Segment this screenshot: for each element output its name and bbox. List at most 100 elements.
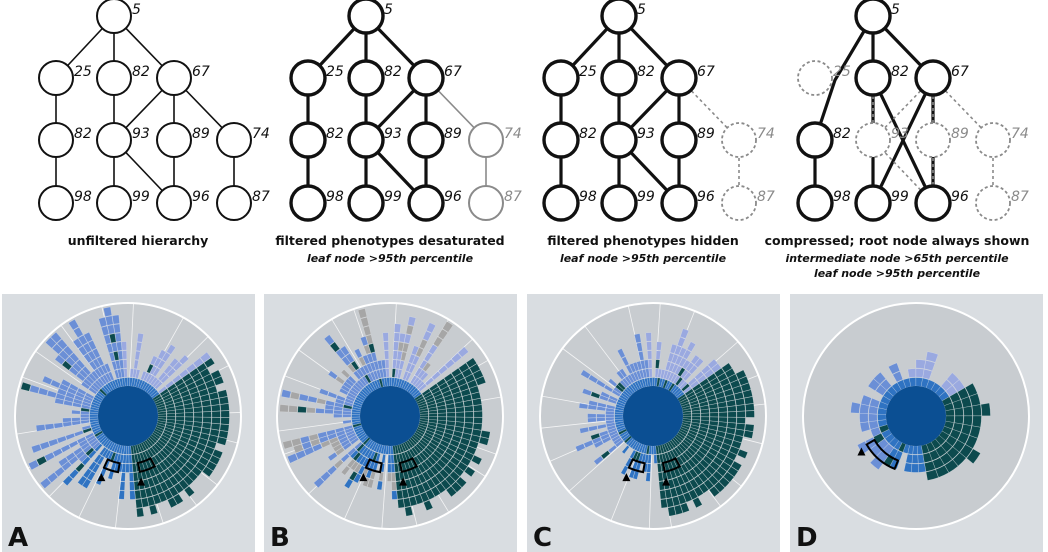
sunburst-cell	[971, 415, 982, 428]
sunburst-cell	[421, 449, 431, 459]
sunburst-cell	[600, 391, 611, 399]
node-d	[855, 122, 891, 158]
sunburst-cell	[157, 439, 167, 448]
sunburst-cell	[437, 416, 447, 421]
sunburst-cell	[125, 454, 130, 464]
sunburst-cell	[441, 436, 452, 444]
sunburst-cell	[83, 395, 94, 402]
diagram-subcaption: intermediate node >65th percentile	[785, 252, 1009, 265]
sunburst-cell	[365, 334, 374, 345]
sunburst-cell	[672, 375, 681, 385]
sunburst-cell	[167, 497, 178, 508]
sunburst-cell	[391, 368, 396, 378]
sunburst-cell	[90, 439, 99, 448]
sunburst-cell	[600, 450, 611, 460]
sunburst-cell	[208, 434, 219, 443]
sunburst-cell	[174, 459, 185, 469]
sunburst-cell	[588, 400, 598, 407]
sunburst-cell	[168, 438, 178, 447]
sunburst-cell	[209, 455, 221, 466]
node-f	[216, 122, 252, 158]
sunburst-cell	[429, 465, 440, 476]
sunburst-cell	[303, 446, 315, 456]
sunburst-sector	[340, 437, 398, 500]
sunburst-cell	[358, 445, 367, 454]
sunburst-cell	[690, 456, 700, 466]
sunburst-cell	[184, 377, 195, 387]
sunburst-cell	[175, 416, 185, 421]
sunburst-cell	[859, 413, 869, 423]
sunburst-cell	[165, 380, 175, 389]
sunburst-cell	[428, 410, 438, 415]
sunburst-cell	[922, 369, 933, 380]
sunburst-cell	[38, 387, 49, 396]
sunburst-cell	[716, 466, 728, 477]
sunburst-cell	[662, 369, 669, 380]
sunburst-cell	[363, 344, 371, 355]
sunburst-cell	[698, 446, 709, 456]
node-a	[797, 60, 833, 96]
sunburst-cell	[327, 391, 338, 399]
sunburst-cell	[608, 395, 619, 402]
sunburst-cell	[381, 454, 386, 464]
sunburst-cell	[173, 472, 183, 483]
sunburst-cell	[47, 472, 59, 483]
node-a	[289, 59, 327, 97]
sunburst-cell	[428, 416, 438, 421]
sunburst-cell	[480, 430, 491, 439]
sunburst-cell	[358, 455, 367, 466]
sunburst-cell	[109, 333, 117, 344]
sunburst-cell	[330, 440, 341, 449]
sunburst-cell	[163, 489, 174, 500]
sunburst-cell	[287, 453, 299, 464]
sunburst-cell	[421, 471, 431, 482]
sunburst-cell	[325, 400, 335, 407]
sunburst-cell	[446, 416, 456, 422]
sunburst-cell	[96, 356, 105, 367]
sunburst-cell	[355, 454, 364, 464]
sunburst-cell	[425, 397, 436, 404]
sunburst-cell	[734, 428, 745, 437]
node-d	[347, 121, 385, 159]
sunburst-cell	[606, 425, 617, 431]
sunburst-cell	[424, 377, 434, 386]
sunburst-cell	[417, 441, 427, 450]
sunburst-cell	[196, 362, 208, 373]
sunburst-cell	[703, 386, 714, 394]
sunburst-cell	[664, 488, 673, 499]
sunburst-cell	[161, 447, 171, 457]
sunburst-cell	[706, 373, 717, 383]
sunburst-cell	[669, 343, 678, 354]
sunburst-cell	[590, 433, 601, 441]
sunburst-cell	[707, 358, 718, 369]
node-i	[975, 185, 1011, 221]
sunburst-cell	[68, 468, 79, 480]
node-f	[975, 122, 1011, 158]
sunburst-cell	[50, 331, 62, 344]
sunburst-cell	[151, 445, 160, 455]
sunburst-cell	[327, 465, 338, 476]
sunburst-cell	[82, 468, 92, 479]
sunburst-cell	[915, 359, 926, 369]
sunburst-cell	[192, 401, 203, 408]
sunburst-cell	[449, 456, 461, 467]
sunburst-cell	[104, 363, 112, 373]
sunburst-cell	[681, 383, 690, 392]
sunburst-cell	[445, 447, 456, 457]
sunburst-cell	[681, 451, 691, 462]
sunburst-cell	[445, 475, 456, 486]
sunburst-cell	[426, 478, 436, 490]
sunburst-cell	[435, 426, 446, 433]
sunburst-cell	[607, 398, 618, 405]
sunburst-cell	[119, 359, 124, 369]
sunburst-cell	[390, 454, 395, 464]
panel-letter: B	[270, 523, 290, 552]
sunburst-cell	[420, 491, 430, 503]
sunburst-cell	[163, 468, 174, 479]
sunburst-cell	[718, 447, 729, 457]
sunburst-cell	[965, 435, 978, 449]
sunburst-cell	[685, 434, 695, 442]
node-label: 82	[132, 64, 150, 80]
sunburst-cell	[103, 306, 112, 317]
sunburst-cell	[449, 439, 460, 448]
